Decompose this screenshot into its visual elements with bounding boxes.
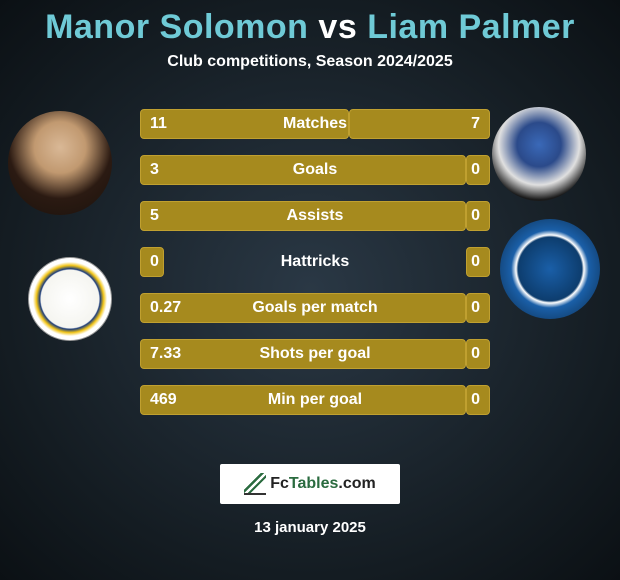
- player2-club-crest: [500, 219, 600, 319]
- stat-row: 50Assists: [140, 201, 490, 231]
- player2-avatar: [492, 107, 586, 201]
- stats-rows: 117Matches 30Goals 50Assists 00Hattricks 0.2…: [140, 109, 490, 431]
- watermark-text: FcTables.com: [270, 475, 376, 493]
- player1-avatar: [8, 111, 112, 215]
- stat-label: Goals: [140, 155, 490, 185]
- stat-row: 117Matches: [140, 109, 490, 139]
- stat-label: Min per goal: [140, 385, 490, 415]
- stat-label: Shots per goal: [140, 339, 490, 369]
- watermark: FcTables.com: [220, 464, 400, 504]
- stat-label: Hattricks: [140, 247, 490, 277]
- main-area: 117Matches 30Goals 50Assists 00Hattricks 0.2…: [0, 93, 620, 580]
- date-text: 13 january 2025: [0, 519, 620, 536]
- stat-row: 30Goals: [140, 155, 490, 185]
- stat-label: Goals per match: [140, 293, 490, 323]
- stat-row: 7.330Shots per goal: [140, 339, 490, 369]
- stat-row: 00Hattricks: [140, 247, 490, 277]
- stat-row: 4690Min per goal: [140, 385, 490, 415]
- stat-label: Assists: [140, 201, 490, 231]
- title-player1: Manor Solomon: [45, 8, 308, 46]
- player1-club-crest: [28, 257, 112, 341]
- fctables-logo-icon: [244, 473, 266, 495]
- title-vs: vs: [318, 8, 357, 46]
- stat-label: Matches: [140, 109, 490, 139]
- subtitle: Club competitions, Season 2024/2025: [167, 53, 452, 71]
- stat-row: 0.270Goals per match: [140, 293, 490, 323]
- page-title: Manor Solomon vs Liam Palmer: [45, 8, 575, 47]
- comparison-card: Manor Solomon vs Liam Palmer Club compet…: [0, 0, 620, 580]
- title-player2: Liam Palmer: [367, 8, 575, 46]
